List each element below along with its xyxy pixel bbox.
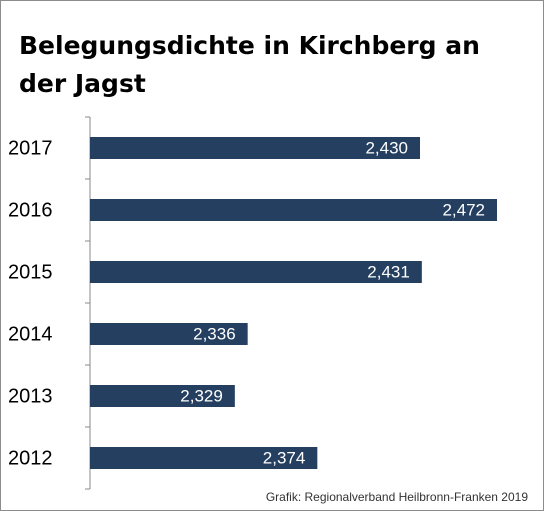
data-label: 2,329 — [180, 386, 223, 405]
data-label: 2,336 — [193, 324, 236, 343]
bar — [90, 199, 497, 221]
y-tick-label: 2016 — [8, 199, 53, 221]
bar — [90, 261, 422, 283]
y-tick-label: 2012 — [8, 447, 53, 469]
y-tick-label: 2015 — [8, 261, 53, 283]
y-tick-label: 2017 — [8, 137, 53, 159]
source-note: Grafik: Regionalverband Heilbronn-Franke… — [266, 490, 528, 504]
y-tick-label: 2014 — [8, 323, 53, 345]
data-label: 2,374 — [263, 448, 306, 467]
chart-title: Belegungsdichte in Kirchberg an der Jags… — [19, 31, 480, 98]
data-label: 2,472 — [442, 200, 485, 219]
y-tick-label: 2013 — [8, 385, 53, 407]
data-label: 2,430 — [365, 138, 408, 157]
bar — [90, 447, 318, 469]
bar — [90, 137, 420, 159]
bar — [90, 323, 248, 345]
data-label: 2,431 — [367, 262, 410, 281]
bar — [90, 385, 235, 407]
